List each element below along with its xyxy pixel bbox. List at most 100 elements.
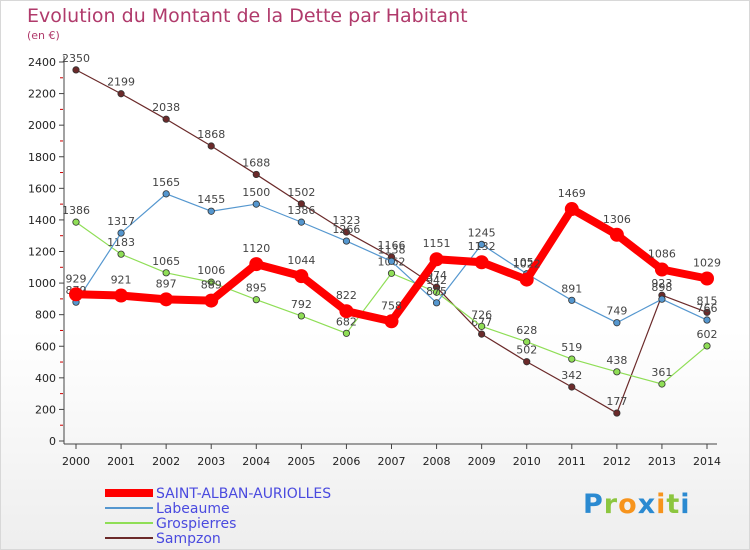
data-point-saint-alban-auriolles	[654, 262, 669, 277]
data-point-grospierres	[162, 269, 170, 277]
y-tick-label: 2400	[28, 56, 56, 69]
data-point-grospierres	[72, 218, 80, 226]
data-point-saint-alban-auriolles	[519, 272, 534, 287]
x-tick-label: 2014	[693, 455, 721, 468]
data-point-labeaume	[478, 240, 486, 248]
data-label-saint-alban-auriolles: 1120	[242, 242, 270, 255]
data-label-grospierres: 361	[651, 366, 672, 379]
data-point-saint-alban-auriolles	[159, 292, 174, 307]
x-tick-label: 2003	[197, 455, 225, 468]
data-label-grospierres: 1065	[152, 255, 180, 268]
data-point-sampzon	[568, 383, 576, 391]
data-point-saint-alban-auriolles	[564, 202, 579, 217]
data-point-saint-alban-auriolles	[429, 252, 444, 267]
legend-label: SAINT-ALBAN-AURIOLLES	[156, 486, 331, 502]
x-tick-label: 2013	[648, 455, 676, 468]
logo-letter: o	[618, 489, 638, 520]
data-point-grospierres	[523, 338, 531, 346]
data-point-grospierres	[252, 296, 260, 304]
data-label-grospierres: 602	[697, 328, 718, 341]
data-point-sampzon	[342, 228, 351, 236]
legend-label: Sampzon	[156, 531, 221, 547]
data-label-labeaume: 1455	[197, 193, 225, 206]
data-label-saint-alban-auriolles: 929	[66, 272, 87, 285]
data-point-labeaume	[432, 299, 441, 307]
data-point-sampzon	[478, 330, 486, 338]
data-point-saint-alban-auriolles	[384, 314, 399, 329]
y-tick-label: 1800	[28, 151, 56, 164]
y-tick-label: 0	[49, 435, 56, 448]
x-tick-label: 2012	[603, 455, 631, 468]
y-tick-label: 2200	[28, 88, 56, 101]
logo-letter: i	[680, 489, 691, 520]
logo-letter: x	[637, 489, 657, 520]
y-tick-label: 1400	[28, 214, 56, 227]
data-label-grospierres: 519	[561, 341, 582, 354]
x-tick-label: 2005	[287, 455, 315, 468]
data-point-saint-alban-auriolles	[294, 269, 309, 284]
x-tick-label: 2000	[62, 455, 90, 468]
data-label-labeaume: 766	[697, 302, 718, 315]
data-label-sampzon: 1868	[197, 128, 225, 141]
x-tick-label: 2004	[242, 455, 270, 468]
data-point-saint-alban-auriolles	[339, 304, 354, 319]
data-point-grospierres	[432, 288, 441, 296]
data-point-sampzon	[613, 409, 621, 417]
data-point-sampzon	[207, 142, 215, 150]
chart-unit-label: (en €)	[27, 29, 60, 42]
data-label-saint-alban-auriolles: 921	[111, 274, 132, 287]
data-label-labeaume: 1500	[242, 186, 270, 199]
data-label-grospierres: 1183	[107, 236, 135, 249]
data-point-sampzon	[523, 358, 531, 366]
data-label-grospierres: 438	[606, 354, 627, 367]
data-label-grospierres: 628	[516, 324, 537, 337]
data-label-saint-alban-auriolles: 1086	[648, 248, 676, 261]
data-point-labeaume	[387, 257, 396, 265]
data-label-sampzon: 342	[561, 369, 582, 382]
data-label-saint-alban-auriolles: 1044	[287, 254, 315, 267]
data-point-saint-alban-auriolles	[249, 257, 264, 272]
data-label-saint-alban-auriolles: 758	[381, 299, 402, 312]
data-label-labeaume: 1317	[107, 215, 135, 228]
x-tick-label: 2007	[378, 455, 406, 468]
y-tick-label: 1600	[28, 182, 56, 195]
data-point-labeaume	[613, 319, 621, 327]
data-label-sampzon: 177	[606, 395, 627, 408]
data-label-labeaume: 1266	[332, 223, 360, 236]
data-label-grospierres: 726	[471, 308, 492, 321]
data-label-labeaume: 749	[606, 305, 627, 318]
data-label-labeaume: 898	[651, 281, 672, 294]
logo-letter: P	[583, 489, 604, 520]
legend-label: Grospierres	[156, 516, 236, 532]
data-point-grospierres	[568, 355, 576, 363]
y-tick-label: 1200	[28, 246, 56, 259]
data-point-grospierres	[703, 342, 711, 350]
data-label-labeaume: 875	[426, 285, 447, 298]
data-label-labeaume: 1138	[378, 243, 406, 256]
y-tick-label: 400	[35, 372, 56, 385]
data-label-labeaume: 1245	[468, 226, 496, 239]
data-point-saint-alban-auriolles	[114, 288, 129, 303]
y-tick-label: 600	[35, 340, 56, 353]
data-label-saint-alban-auriolles: 822	[336, 289, 357, 302]
legend-label: Labeaume	[156, 501, 230, 517]
data-label-sampzon: 677	[471, 316, 492, 329]
x-tick-label: 2001	[107, 455, 135, 468]
data-label-sampzon: 1688	[242, 156, 270, 169]
y-tick-label: 1000	[28, 277, 56, 290]
data-point-labeaume	[207, 207, 215, 215]
data-point-grospierres	[387, 269, 396, 277]
data-point-labeaume	[252, 200, 260, 208]
data-label-labeaume: 1386	[287, 204, 315, 217]
data-label-saint-alban-auriolles: 1306	[603, 213, 631, 226]
data-point-labeaume	[162, 190, 170, 198]
data-point-grospierres	[478, 322, 486, 330]
data-label-sampzon: 815	[697, 294, 718, 307]
data-label-grospierres: 682	[336, 315, 357, 328]
data-point-saint-alban-auriolles	[609, 227, 624, 242]
y-tick-label: 2000	[28, 119, 56, 132]
data-label-saint-alban-auriolles: 1132	[468, 240, 496, 253]
x-tick-label: 2009	[468, 455, 496, 468]
data-label-saint-alban-auriolles: 1469	[558, 187, 586, 200]
